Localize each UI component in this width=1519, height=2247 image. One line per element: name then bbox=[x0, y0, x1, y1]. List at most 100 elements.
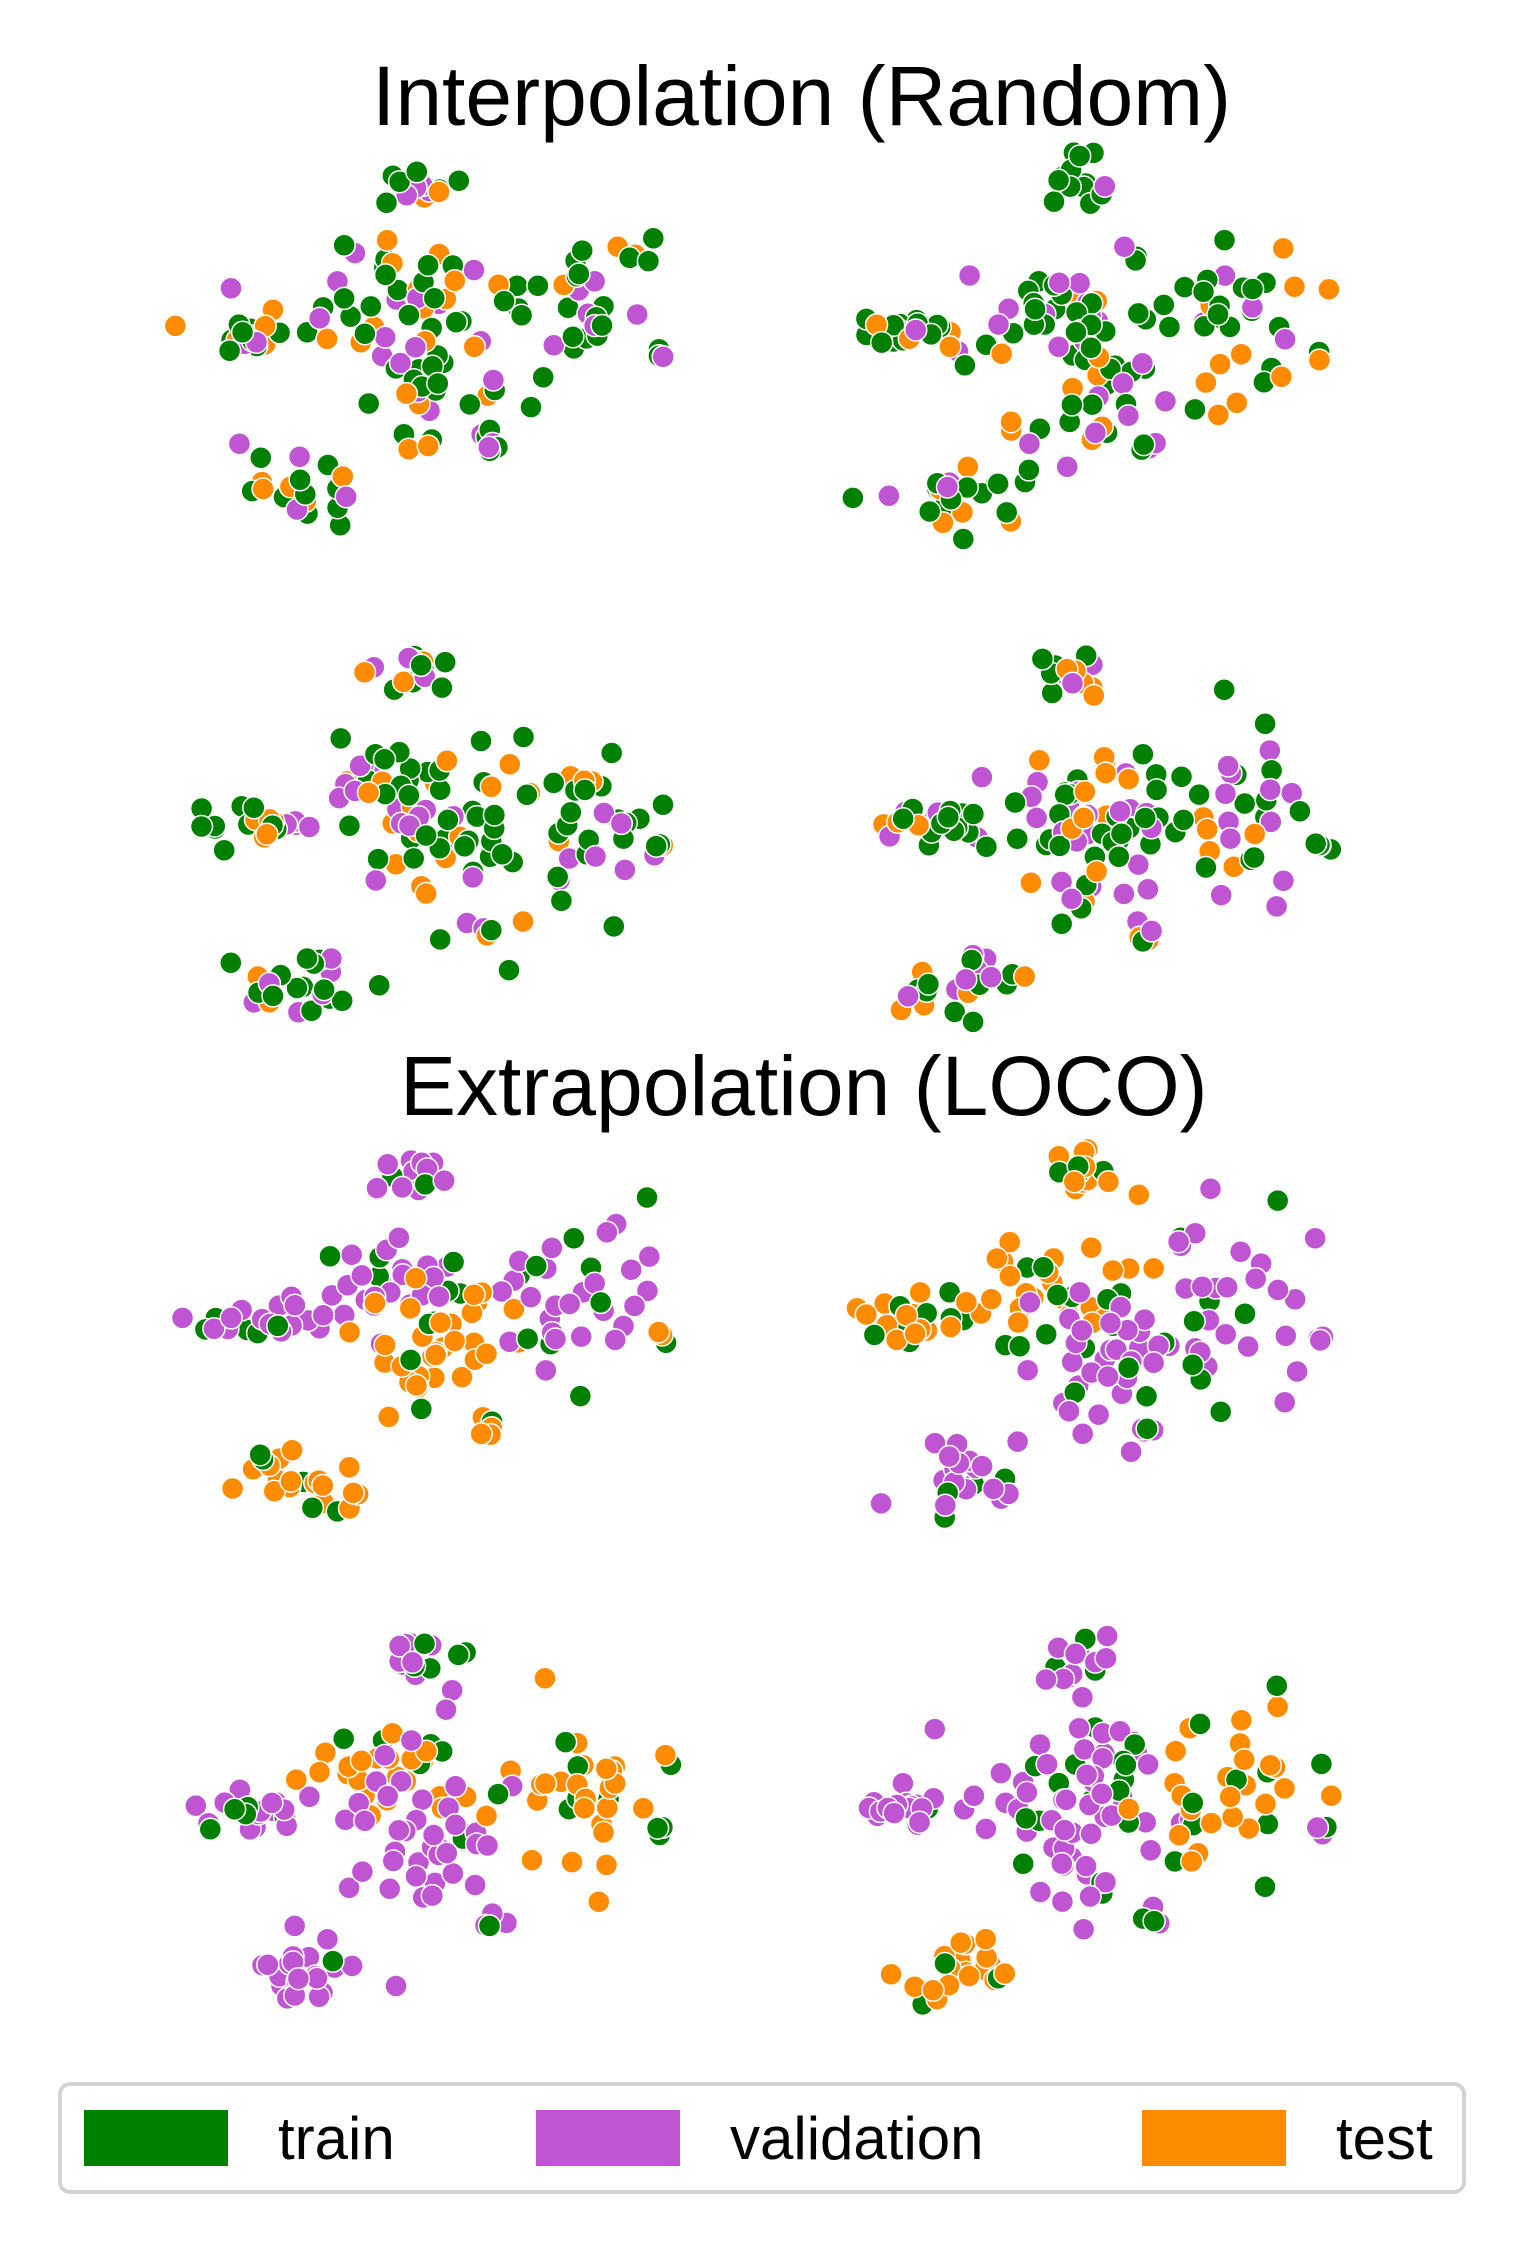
scatter-point-validation bbox=[404, 1864, 428, 1888]
scatter-point-test bbox=[1027, 748, 1052, 772]
scatter-point-validation bbox=[350, 1859, 375, 1884]
scatter-point-validation bbox=[1153, 389, 1178, 413]
scatter-point-train bbox=[515, 783, 539, 807]
legend-swatch-train bbox=[84, 2110, 228, 2166]
scatter-point-validation bbox=[904, 318, 928, 342]
scatter-point-test bbox=[1237, 1816, 1261, 1841]
scatter-point-train bbox=[1180, 1353, 1205, 1377]
scatter-point-test bbox=[1258, 1753, 1283, 1778]
scatter-point-validation bbox=[387, 1634, 412, 1658]
scatter-point-train bbox=[1188, 1712, 1212, 1736]
scatter-point-train bbox=[602, 914, 626, 939]
scatter-point-train bbox=[515, 1326, 540, 1351]
scatter-point-validation bbox=[282, 1914, 307, 1938]
scatter-point-train bbox=[562, 1226, 586, 1251]
scatter-point-train bbox=[1011, 1852, 1035, 1876]
scatter-point-validation bbox=[1274, 1323, 1298, 1348]
scatter-point-train bbox=[1049, 912, 1074, 936]
scatter-point-validation bbox=[622, 1294, 647, 1318]
scatter-point-validation bbox=[1116, 403, 1141, 428]
scatter-point-train bbox=[1265, 1673, 1289, 1698]
scatter-point-train bbox=[1005, 827, 1029, 851]
scatter-point-validation bbox=[1028, 1732, 1052, 1757]
scatter-point-train bbox=[401, 846, 426, 871]
scatter-point-validation bbox=[260, 1791, 284, 1815]
scatter-point-validation bbox=[1067, 1716, 1091, 1741]
scatter-point-train bbox=[961, 802, 986, 826]
scatter-point-validation bbox=[637, 1244, 662, 1269]
scatter-point-validation bbox=[1218, 826, 1243, 851]
scatter-point-validation bbox=[1070, 1318, 1094, 1343]
scatter-point-validation bbox=[1093, 1870, 1118, 1894]
scatter-point-validation bbox=[1215, 1275, 1239, 1299]
scatter-point-train bbox=[1132, 432, 1156, 457]
scatter-point-train bbox=[1187, 782, 1211, 807]
scatter-point-train bbox=[189, 814, 214, 839]
scatter-point-validation bbox=[353, 1808, 377, 1833]
scatter-point-test bbox=[428, 1310, 453, 1335]
scatter-point-validation bbox=[1213, 1322, 1238, 1346]
scatter-point-test bbox=[1019, 870, 1043, 895]
scatter-point-validation bbox=[399, 1728, 424, 1753]
scatter-point-train bbox=[1191, 280, 1216, 304]
scatter-point-test bbox=[394, 381, 419, 406]
scatter-point-test bbox=[1082, 683, 1106, 708]
scatter-point-test bbox=[921, 1978, 945, 2003]
scatter-point-train bbox=[1079, 336, 1103, 360]
scatter-point-validation bbox=[1259, 810, 1283, 834]
scatter-point-validation bbox=[420, 1883, 445, 1908]
scatter-point-train bbox=[266, 1314, 290, 1338]
scatter-point-validation bbox=[1028, 1880, 1053, 1904]
scatter-point-validation bbox=[651, 344, 675, 369]
scatter-point-test bbox=[653, 1743, 678, 1767]
scatter-panel-2 bbox=[841, 140, 1341, 551]
scatter-point-train bbox=[641, 226, 666, 251]
scatter-point-test bbox=[435, 749, 459, 773]
scatter-point-test bbox=[1282, 275, 1307, 299]
scatter-point-train bbox=[359, 294, 383, 319]
scatter-point-validation bbox=[1243, 1267, 1268, 1291]
scatter-point-test bbox=[356, 780, 381, 805]
scatter-point-test bbox=[1163, 1739, 1188, 1763]
scatter-point-test bbox=[1179, 1849, 1204, 1874]
scatter-point-train bbox=[1182, 1309, 1206, 1334]
scatter-point-validation bbox=[1052, 1818, 1077, 1842]
scatter-point-validation bbox=[1271, 868, 1296, 893]
scatter-point-test bbox=[1229, 342, 1253, 366]
scatter-point-validation bbox=[1258, 738, 1282, 763]
scatter-point-train bbox=[1047, 834, 1072, 858]
scatter-point-train bbox=[405, 160, 429, 184]
scatter-point-test bbox=[998, 1264, 1022, 1288]
scatter-point-test bbox=[999, 409, 1023, 434]
scatter-point-validation bbox=[1095, 1624, 1119, 1648]
scatter-point-test bbox=[631, 1796, 656, 1821]
scatter-point-validation bbox=[373, 1743, 397, 1768]
scatter-point-train bbox=[299, 999, 324, 1023]
scatter-point-test bbox=[1012, 964, 1037, 989]
scatter-point-validation bbox=[443, 1774, 468, 1799]
scatter-point-validation bbox=[569, 1324, 593, 1349]
scatter-point-validation bbox=[1132, 1307, 1157, 1332]
scatter-point-validation bbox=[1111, 371, 1135, 396]
scatter-point-train bbox=[1171, 808, 1196, 832]
scatter-point-train bbox=[312, 977, 336, 1002]
scatter-point-test bbox=[1199, 1811, 1224, 1835]
scatter-point-validation bbox=[381, 1849, 406, 1873]
scatter-point-validation bbox=[1057, 1399, 1081, 1423]
scatter-point-test bbox=[1220, 1805, 1245, 1829]
scatter-point-train bbox=[328, 726, 353, 751]
scatter-point-validation bbox=[1126, 852, 1151, 877]
scatter-point-validation bbox=[339, 1243, 364, 1267]
scatter-point-train bbox=[1265, 1188, 1290, 1213]
scatter-point-validation bbox=[557, 1292, 582, 1316]
scatter-point-train bbox=[869, 330, 894, 355]
scatter-point-train bbox=[1233, 1301, 1257, 1326]
scatter-point-test bbox=[1206, 403, 1231, 427]
scatter-point-validation bbox=[1078, 1884, 1102, 1909]
scatter-point-train bbox=[1122, 1732, 1147, 1757]
scatter-point-train bbox=[447, 169, 471, 193]
legend-item-train: train bbox=[84, 2086, 395, 2190]
scatter-point-test bbox=[533, 1771, 558, 1796]
scatter-point-train bbox=[1045, 1283, 1070, 1307]
scatter-point-train bbox=[961, 1010, 985, 1034]
